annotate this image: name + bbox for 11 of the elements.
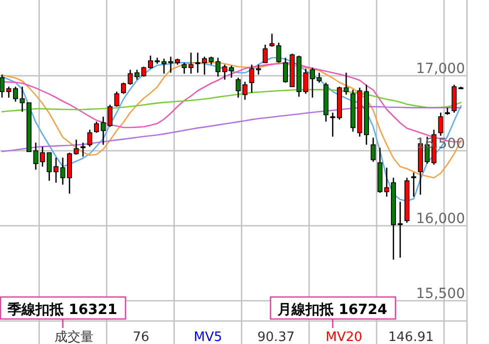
text: 90.37 — [257, 330, 295, 344]
y-tick-label: 15,500 — [416, 286, 465, 302]
text: MV20 — [326, 330, 362, 344]
y-tick-label: 17,000 — [416, 60, 465, 77]
annotation: 月線扣抵 16724 — [276, 302, 388, 318]
text: 146.91 — [388, 330, 434, 344]
text: 成交量 — [54, 329, 94, 344]
text: MV5 — [194, 330, 222, 344]
y-tick-label: 16,000 — [416, 210, 465, 227]
text: 76 — [132, 330, 150, 344]
annotation: 季線扣抵 16321 — [6, 301, 118, 318]
